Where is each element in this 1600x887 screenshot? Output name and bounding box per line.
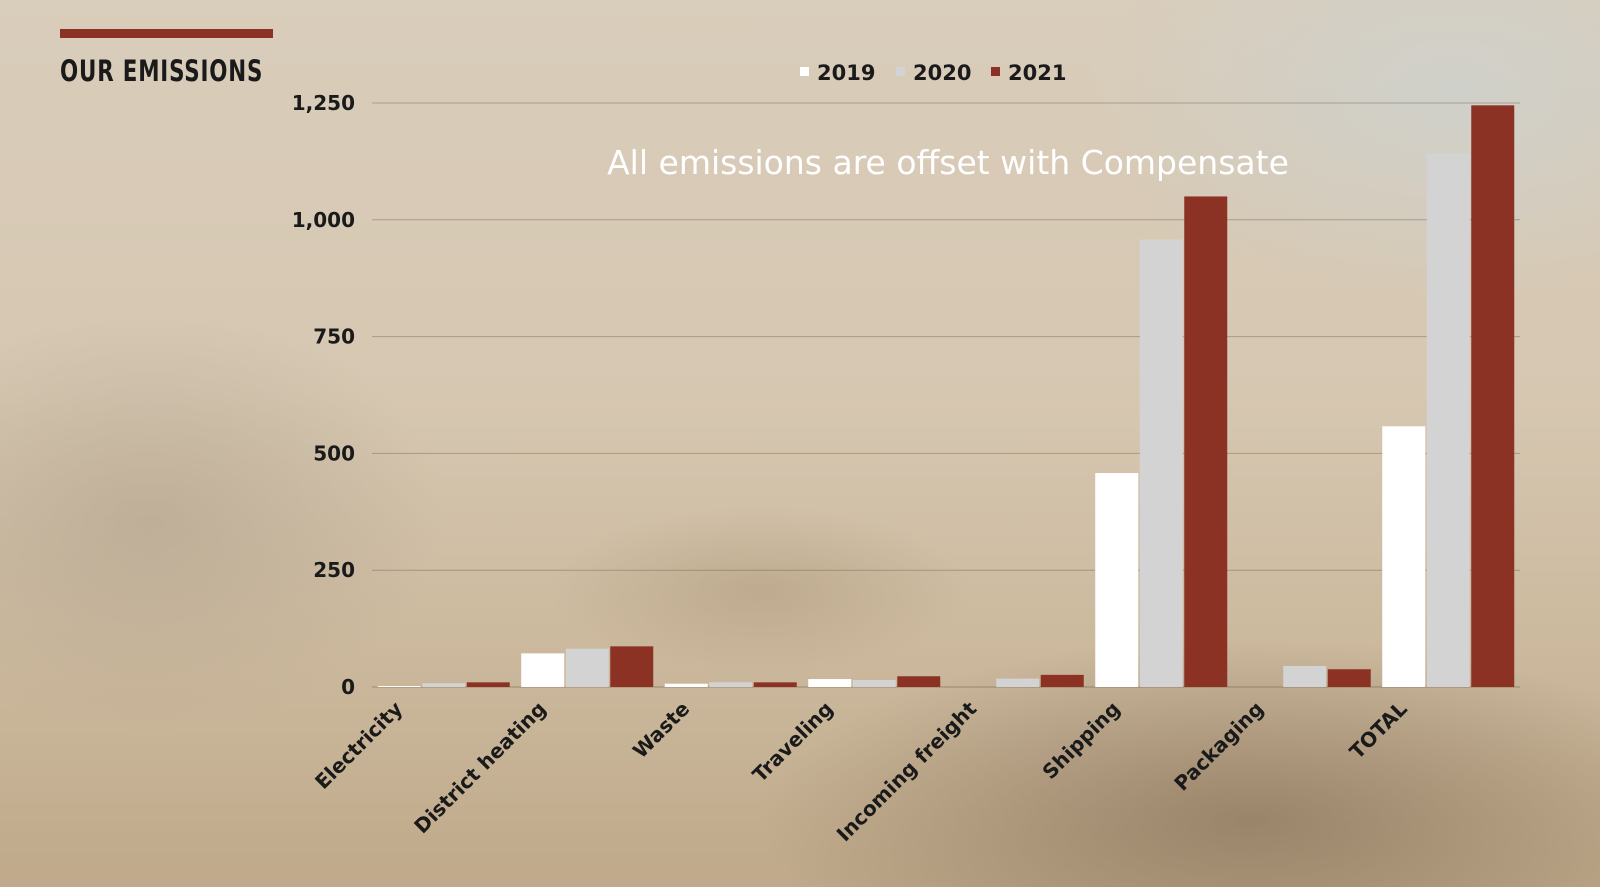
bar-2020 bbox=[852, 679, 896, 687]
gridlines bbox=[372, 102, 1520, 688]
x-category-label: Shipping bbox=[1037, 697, 1124, 784]
bar-2021 bbox=[610, 646, 654, 687]
bar-2021 bbox=[466, 682, 510, 687]
bar-2019 bbox=[1095, 473, 1139, 687]
legend-swatch-2021 bbox=[991, 67, 1000, 76]
x-axis-category-labels: Electricity District heating Waste Travelin… bbox=[310, 696, 1412, 846]
bar-2020 bbox=[996, 678, 1040, 687]
bar-2021 bbox=[897, 676, 941, 687]
bar-2020 bbox=[422, 683, 466, 687]
legend-swatch-2019 bbox=[800, 67, 809, 76]
y-axis-tick-labels: 0 250 500 750 1,000 1,250 bbox=[292, 91, 355, 699]
bar-2021 bbox=[1040, 674, 1084, 687]
bar-2020 bbox=[1426, 153, 1470, 688]
y-tick-label: 0 bbox=[341, 675, 355, 699]
y-tick-label: 500 bbox=[313, 441, 355, 465]
x-category-label: Traveling bbox=[748, 697, 838, 787]
legend-swatch-2020 bbox=[896, 67, 905, 76]
y-tick-label: 250 bbox=[313, 558, 355, 582]
legend: 2019 2020 2021 bbox=[800, 61, 1066, 85]
y-tick-label: 1,000 bbox=[292, 208, 355, 232]
bar-2020 bbox=[565, 648, 609, 687]
bars bbox=[377, 105, 1515, 688]
bar-2021 bbox=[1327, 669, 1371, 687]
bar-2019 bbox=[377, 686, 421, 687]
y-tick-label: 750 bbox=[313, 325, 355, 349]
x-category-label: Packaging bbox=[1169, 697, 1268, 796]
y-tick-label: 1,250 bbox=[292, 91, 355, 115]
x-category-label: TOTAL bbox=[1345, 696, 1412, 763]
x-category-label: District heating bbox=[409, 697, 551, 839]
bar-2019 bbox=[808, 679, 852, 687]
x-category-label: Electricity bbox=[310, 697, 407, 794]
bar-2020 bbox=[1139, 239, 1183, 687]
bar-2019 bbox=[521, 653, 565, 687]
title-accent-bar bbox=[60, 29, 273, 38]
bar-2020 bbox=[709, 682, 753, 687]
bar-2021 bbox=[1471, 105, 1515, 687]
bar-2021 bbox=[753, 682, 797, 687]
legend-label: 2020 bbox=[913, 61, 971, 85]
slide-title: OUR EMISSIONS bbox=[60, 54, 264, 88]
x-category-label: Waste bbox=[628, 697, 694, 763]
bar-2020 bbox=[1283, 665, 1327, 687]
x-category-label: Incoming freight bbox=[832, 696, 982, 846]
legend-label: 2019 bbox=[817, 61, 875, 85]
bar-2021 bbox=[1184, 196, 1228, 687]
bar-2019 bbox=[664, 683, 708, 687]
legend-label: 2021 bbox=[1008, 61, 1066, 85]
bar-2019 bbox=[1382, 426, 1426, 687]
chart-annotation: All emissions are offset with Compensate bbox=[607, 143, 1289, 182]
